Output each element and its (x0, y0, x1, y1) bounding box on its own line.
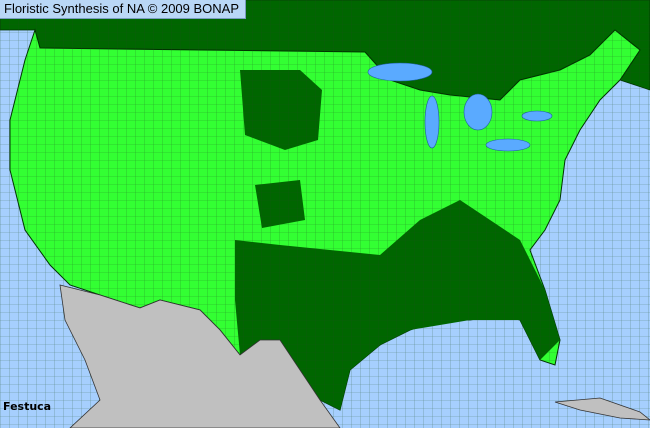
map-title: Floristic Synthesis of NA © 2009 BONAP (0, 0, 247, 19)
cuba (554, 397, 650, 421)
mexico-region (59, 284, 341, 428)
great-lakes (367, 62, 553, 152)
taxon-label: Festuca (3, 400, 52, 413)
